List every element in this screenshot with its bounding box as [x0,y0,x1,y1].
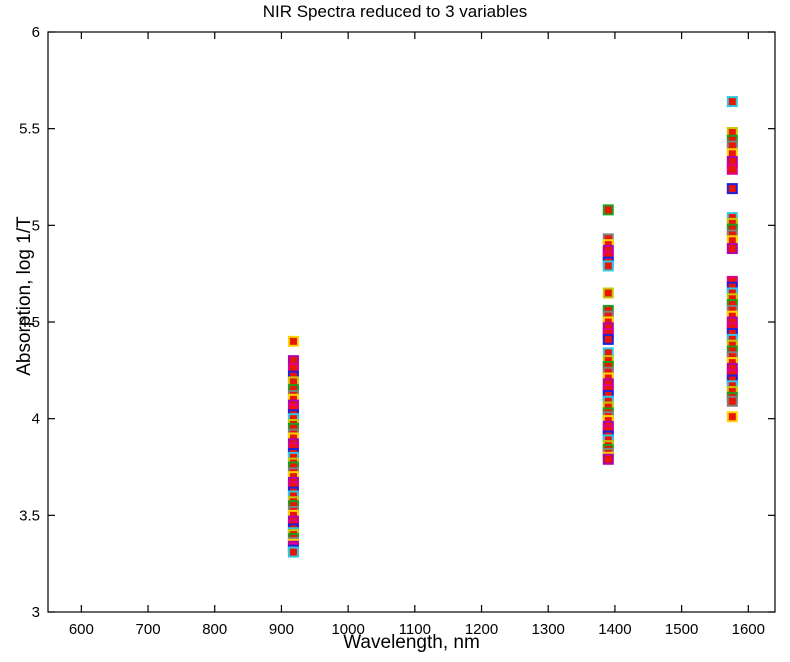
data-point-marker [602,333,614,345]
y-axis-ticks: 3 3.5 4 4.5 5 5.5 6 [19,24,775,621]
plot-area [47,31,776,613]
x-tick-label: 900 [269,621,294,638]
y-tick-label: 5.5 [19,121,40,138]
y-axis-label: Absorption, log 1/T [14,216,35,376]
y-tick-label: 4.5 [19,314,40,331]
data-point-group [287,96,738,558]
data-point-marker [287,335,299,347]
data-point-marker [726,96,738,108]
x-tick-label: 1000 [331,621,364,638]
data-point-marker [726,243,738,255]
x-axis-label: Wavelength, nm [343,632,480,653]
axes-frame [47,31,776,613]
data-point-marker [602,287,614,299]
x-tick-label: 1100 [399,621,431,638]
x-tick-label: 1200 [465,621,498,638]
y-tick-label: 4 [32,411,40,428]
x-tick-label: 1500 [665,621,698,638]
x-tick-label: 800 [202,621,227,638]
x-axis-ticks: 600 700 800 900 1000 1100 1200 1300 1400 1500 1600 [69,32,765,638]
data-point-marker [726,163,738,175]
x-tick-label: 1300 [532,621,565,638]
y-tick-label: 3 [32,604,40,621]
chart-title: NIR Spectra reduced to 3 variables [262,2,528,21]
data-point-marker [287,546,299,558]
x-tick-label: 600 [69,621,94,638]
data-point-marker [726,395,738,407]
data-point-marker [602,204,614,216]
data-point-marker [602,260,614,272]
y-tick-label: 3.5 [19,507,40,524]
y-tick-label: 5 [32,217,40,234]
y-tick-label: 6 [32,24,40,41]
data-point-marker [602,453,614,465]
data-point-marker [726,411,738,423]
x-tick-label: 700 [136,621,161,638]
x-tick-label: 1600 [732,621,765,638]
x-tick-label: 1400 [598,621,631,638]
data-point-marker [726,183,738,195]
